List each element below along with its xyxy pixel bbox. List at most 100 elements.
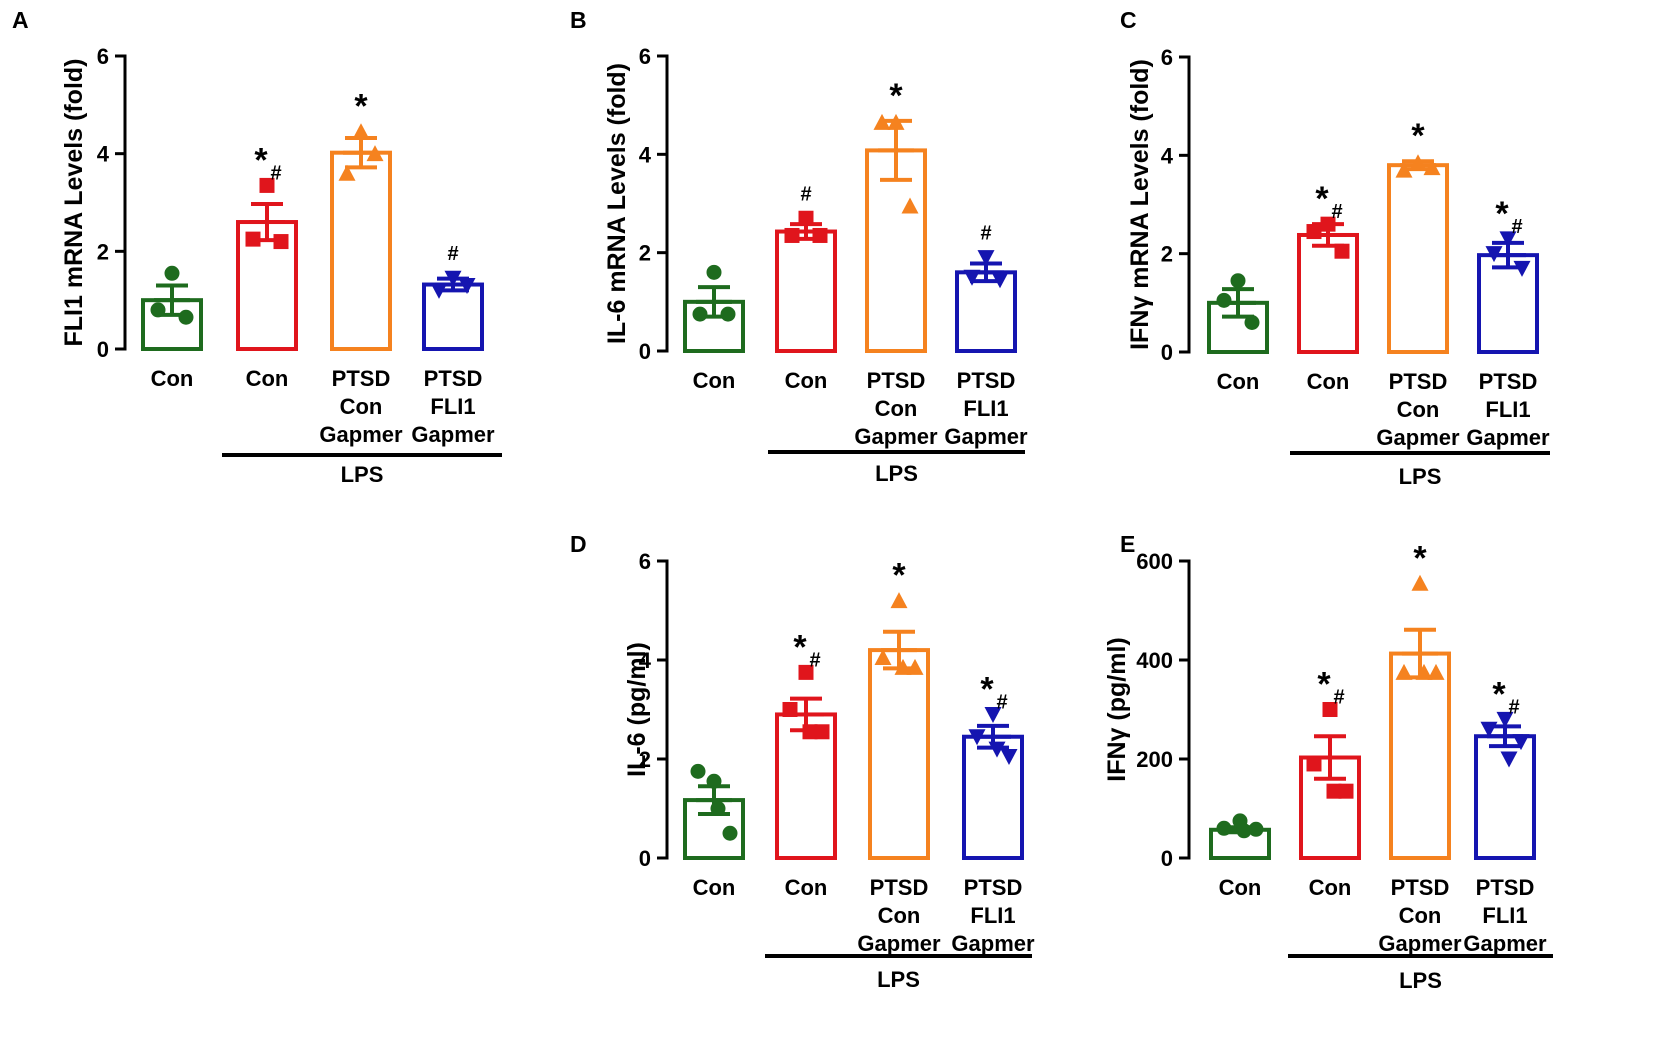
category-label: Gapmer: [1463, 931, 1547, 956]
data-point: [178, 309, 194, 325]
y-tick-label: 0: [1161, 340, 1173, 365]
significance-hash: #: [1331, 201, 1342, 223]
y-axis-title: IFNγ (pg/ml): [1103, 637, 1131, 781]
significance-star: *: [892, 557, 906, 595]
data-point: [1427, 663, 1445, 680]
data-point: [690, 763, 706, 779]
data-point: [1216, 292, 1232, 308]
y-tick-label: 2: [639, 747, 651, 772]
category-label: Con: [151, 366, 194, 391]
category-label: Gapmer: [411, 422, 495, 447]
panel-letter: C: [1120, 7, 1137, 33]
data-point: [1326, 783, 1342, 799]
y-tick-label: 0: [1161, 846, 1173, 871]
data-point: [1409, 154, 1427, 171]
category-label: Con: [785, 875, 828, 900]
category-label: FLI1: [963, 396, 1008, 421]
data-point: [984, 706, 1002, 723]
bar: [775, 229, 837, 353]
data-point: [977, 250, 995, 267]
category-label: Con: [693, 875, 736, 900]
data-point: [1512, 734, 1530, 751]
y-tick-label: 0: [639, 846, 651, 871]
significance-hash: #: [270, 162, 281, 184]
panel-letter: E: [1120, 531, 1135, 557]
data-point: [1320, 216, 1336, 232]
group-label: LPS: [877, 967, 920, 992]
data-point: [1216, 820, 1232, 836]
data-point: [887, 113, 905, 130]
category-label: Gapmer: [1378, 931, 1462, 956]
y-axis-title: IL-6 (pg/ml): [623, 642, 651, 777]
significance-star: *: [889, 77, 903, 115]
data-point: [1395, 161, 1413, 178]
category-label: Con: [340, 394, 383, 419]
category-label: Con: [1307, 369, 1350, 394]
data-point: [1338, 783, 1354, 799]
data-point: [710, 801, 726, 816]
data-point: [706, 773, 722, 789]
category-label: Con: [246, 366, 289, 391]
significance-hash: #: [800, 183, 811, 205]
significance-star: *: [1411, 117, 1425, 155]
category-label: Con: [875, 396, 918, 421]
y-tick-label: 600: [1136, 549, 1173, 574]
bar: [868, 648, 930, 860]
bar: [1389, 651, 1451, 860]
data-point: [1248, 821, 1264, 837]
group-label: LPS: [341, 462, 384, 487]
category-label: FLI1: [430, 394, 475, 419]
data-point: [1000, 749, 1018, 766]
data-point: [444, 270, 462, 287]
data-point: [338, 164, 356, 181]
significance-star: *: [1492, 675, 1506, 713]
bar: [955, 270, 1017, 354]
significance-star: *: [254, 141, 268, 179]
data-point: [1334, 243, 1350, 259]
significance-star: *: [354, 88, 368, 126]
bar: [1474, 734, 1536, 860]
y-tick-label: 6: [97, 44, 109, 69]
significance-hash: #: [1333, 687, 1344, 709]
significance-hash: #: [980, 223, 991, 245]
significance-star: *: [1495, 195, 1509, 233]
category-label: PTSD: [870, 875, 929, 900]
data-point: [1306, 224, 1322, 240]
category-label: Con: [1309, 875, 1352, 900]
data-point: [798, 210, 814, 226]
category-label: FLI1: [1485, 397, 1530, 422]
data-point: [720, 306, 736, 322]
data-point: [963, 269, 981, 286]
data-point: [1499, 231, 1517, 248]
significance-hash: #: [1511, 216, 1522, 238]
data-point: [366, 145, 384, 162]
group-label: LPS: [1399, 464, 1442, 489]
data-point: [259, 177, 275, 193]
category-label: Con: [878, 903, 921, 928]
category-label: Con: [1217, 369, 1260, 394]
data-point: [1415, 663, 1433, 680]
data-point: [968, 729, 986, 746]
data-point: [1485, 246, 1503, 263]
y-tick-label: 2: [639, 241, 651, 266]
category-label: Gapmer: [951, 931, 1035, 956]
category-label: Con: [1399, 903, 1442, 928]
significance-hash: #: [1508, 696, 1519, 718]
data-point: [894, 658, 912, 675]
category-label: Gapmer: [1376, 425, 1460, 450]
data-point: [1500, 751, 1518, 768]
y-tick-label: 4: [1161, 143, 1174, 168]
panel-letter: A: [12, 7, 29, 33]
category-label: PTSD: [332, 366, 391, 391]
category-label: Con: [785, 368, 828, 393]
y-tick-label: 200: [1136, 747, 1173, 772]
bar: [1477, 253, 1539, 354]
bar: [422, 282, 484, 352]
y-tick-label: 6: [639, 549, 651, 574]
significance-star: *: [1315, 180, 1329, 218]
